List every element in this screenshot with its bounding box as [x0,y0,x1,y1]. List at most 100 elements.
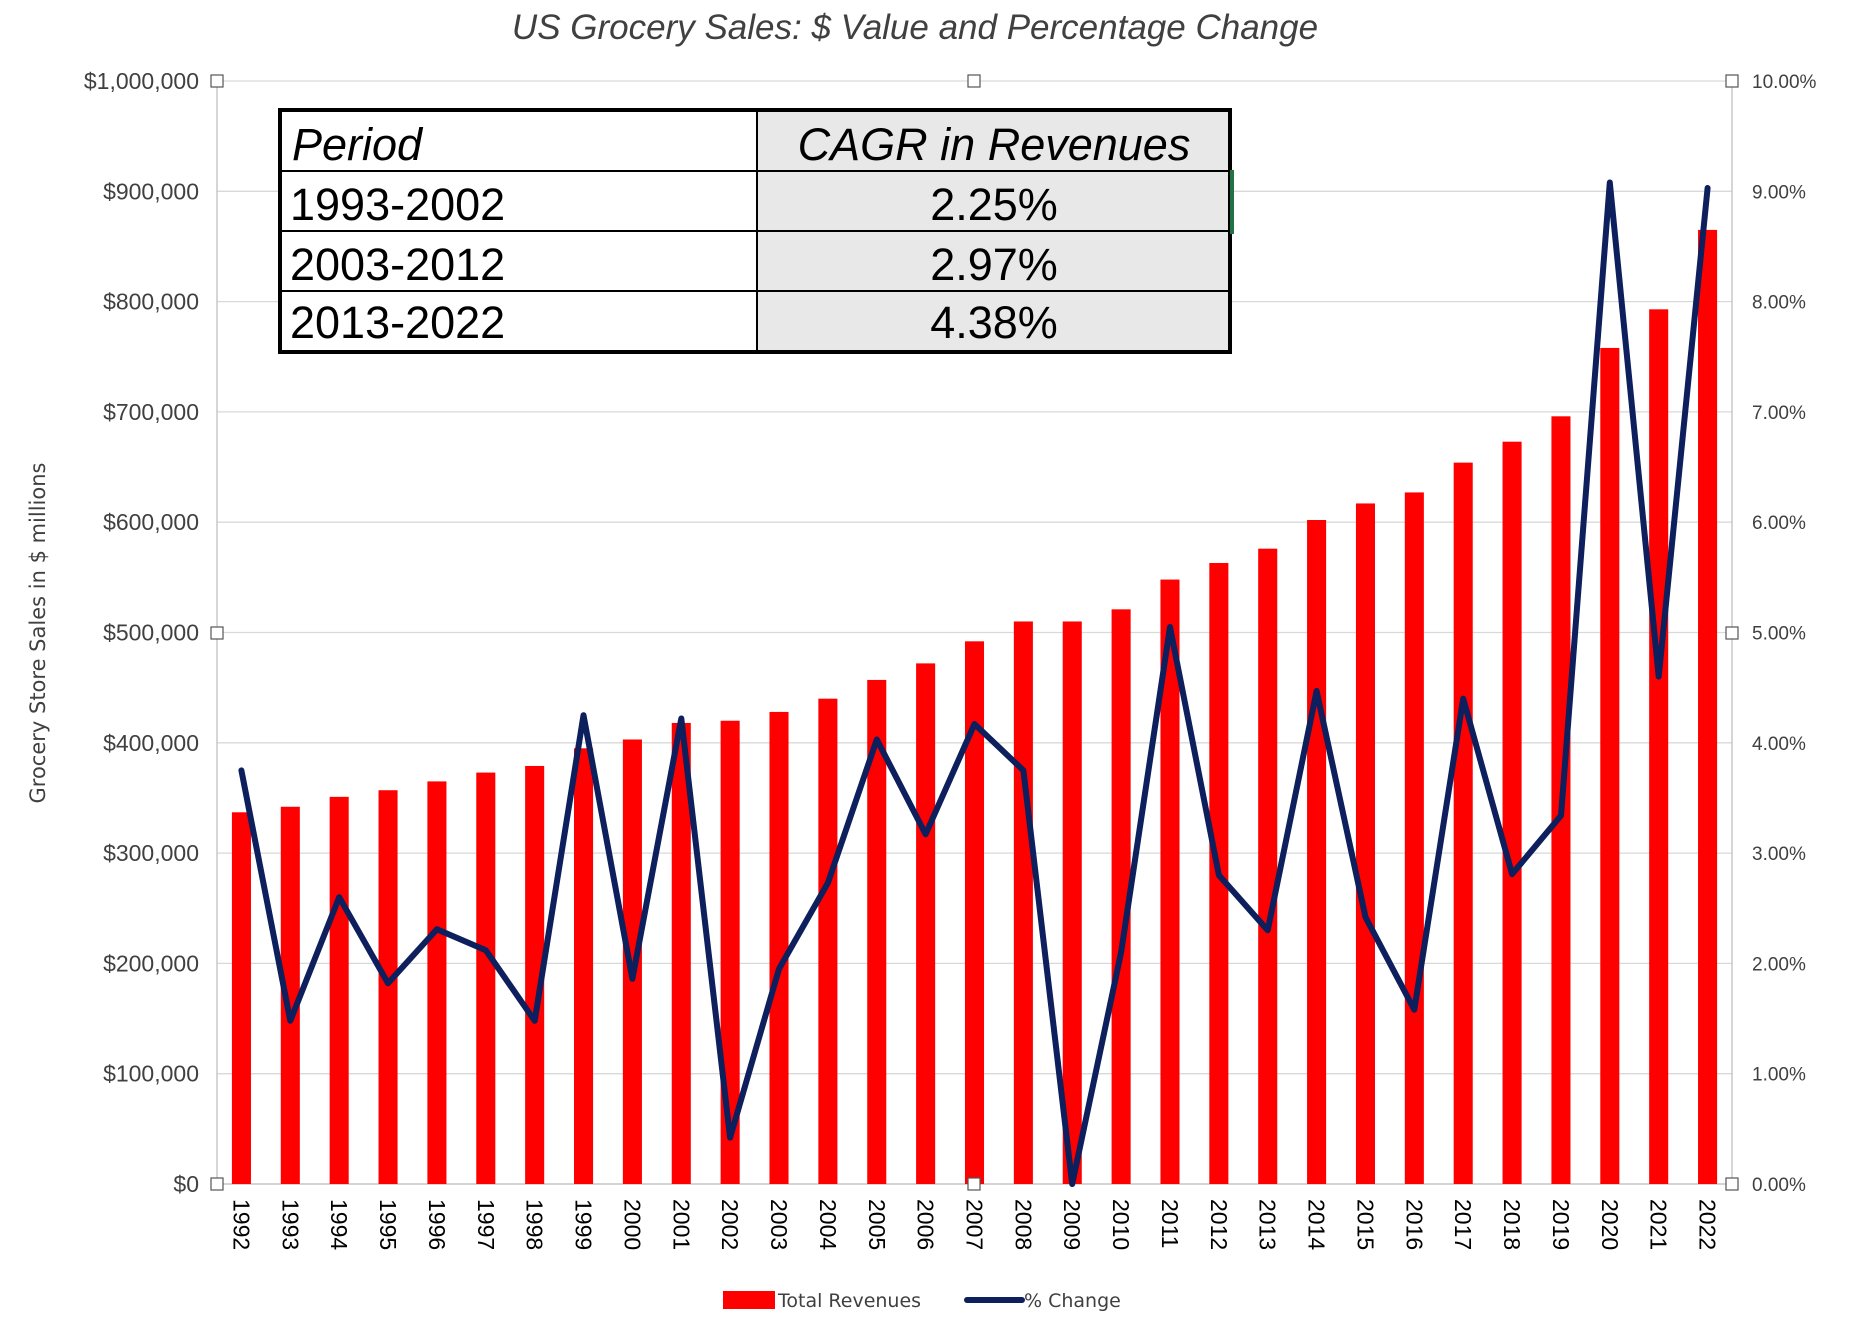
legend-label: Total Revenues [777,1290,921,1312]
y2-tick-label: 9.00% [1752,182,1806,203]
table-header-period: Period [292,119,424,170]
bar-series [231,229,1718,1185]
x-tick-label: 1995 [375,1199,401,1250]
x-tick-label: 2014 [1304,1199,1330,1250]
bar [280,806,300,1184]
handle-bottom-middle[interactable] [967,1177,981,1191]
y2-tick-label: 7.00% [1752,403,1806,424]
bar [916,663,936,1184]
x-tick-label: 2004 [815,1199,841,1250]
y-axis-label: Grocery Store Sales in $ millions [26,463,50,804]
y-tick-label: $900,000 [103,178,199,204]
table-row-period: 2003-2012 [290,239,505,290]
cagr-table: Period CAGR in Revenues 1993-2002 2.25% … [278,108,1234,354]
y-tick-label: $400,000 [103,730,199,756]
bar [671,722,691,1184]
y-tick-label: $700,000 [103,399,199,425]
bar [1404,492,1424,1184]
y-tick-label: $0 [173,1171,199,1197]
table-row-period: 2013-2022 [290,297,505,348]
handle-bottom-right[interactable] [1725,1177,1739,1191]
line-series [238,179,1711,1187]
x-tick-label: 2012 [1206,1199,1232,1250]
bar [1111,609,1131,1184]
bar [1160,579,1180,1184]
x-axis: 1992 1993 1994 1995 1996 1997 1998 1999 2000 2001… [228,1199,1720,1250]
x-tick-label: 2000 [619,1199,645,1250]
bar [525,765,545,1184]
x-tick-label: 2019 [1548,1199,1574,1250]
y2-tick-label: 8.00% [1752,293,1806,314]
x-tick-label: 1992 [228,1199,254,1250]
left-axis: $0 $100,000 $200,000 $300,000 $400,000 $500,0… [84,68,199,1197]
table-row-cagr: 4.38% [930,297,1058,348]
y2-tick-label: 2.00% [1752,954,1806,975]
chart-selection-handles[interactable] [210,74,1739,1191]
x-tick-label: 2009 [1059,1199,1085,1250]
bar [1258,548,1278,1184]
handle-middle-left[interactable] [210,626,224,640]
x-tick-label: 2021 [1646,1199,1672,1250]
handle-bottom-left[interactable] [210,1177,224,1191]
bar [769,711,789,1184]
y-tick-label: $1,000,000 [84,68,199,94]
x-tick-label: 2011 [1157,1199,1183,1248]
y-tick-label: $600,000 [103,509,199,535]
bar [964,641,985,1184]
x-tick-label: 2006 [913,1199,939,1250]
y2-tick-label: 0.00% [1752,1175,1806,1196]
bar [1698,229,1718,1184]
x-tick-label: 2008 [1010,1199,1036,1250]
legend-swatch-bar [723,1291,775,1309]
bar [574,748,594,1184]
x-tick-label: 1994 [326,1199,352,1250]
table-header-cagr: CAGR in Revenues [798,119,1191,170]
x-tick-label: 2020 [1597,1199,1623,1250]
y2-tick-label: 6.00% [1752,513,1806,534]
y2-tick-label: 1.00% [1752,1065,1806,1086]
legend: Total Revenues % Change [723,1290,1121,1312]
bar [1600,347,1620,1184]
y-tick-label: $500,000 [103,620,199,646]
bar [329,796,349,1184]
handle-middle-right[interactable] [1725,626,1739,640]
handle-top-middle[interactable] [967,74,981,88]
x-tick-label: 2018 [1499,1199,1525,1250]
table-row-period: 1993-2002 [290,179,505,230]
bar [1355,503,1375,1185]
y2-tick-label: 4.00% [1752,734,1806,755]
bar [1453,462,1473,1184]
x-tick-label: 1997 [473,1199,499,1250]
x-tick-label: 1993 [277,1199,303,1250]
bar [1502,441,1522,1184]
handle-top-left[interactable] [210,74,224,88]
x-tick-label: 2016 [1401,1199,1427,1250]
x-tick-label: 2017 [1450,1199,1476,1250]
y-tick-label: $200,000 [103,950,199,976]
y2-tick-label: 5.00% [1752,624,1806,645]
x-tick-label: 2001 [668,1199,694,1250]
x-tick-label: 2007 [962,1199,988,1250]
x-tick-label: 2022 [1695,1199,1721,1250]
x-tick-label: 2003 [766,1199,792,1250]
bar [378,790,398,1184]
y2-tick-label: 10.00% [1752,72,1817,93]
bar [1307,519,1327,1184]
y2-tick-label: 3.00% [1752,844,1806,865]
y-tick-label: $800,000 [103,289,199,315]
handle-top-right[interactable] [1725,74,1739,88]
bar [476,772,496,1184]
bar [1013,621,1033,1184]
right-axis: 0.00% 1.00% 2.00% 3.00% 4.00% 5.00% 6.00% 7.00%… [1752,72,1817,1196]
bar [1062,621,1082,1184]
y-tick-label: $100,000 [103,1061,199,1087]
bar [231,812,251,1184]
bar [427,781,447,1184]
legend-label: % Change [1024,1290,1121,1312]
series-line [238,179,1711,1187]
bar [622,739,642,1184]
x-tick-label: 1996 [424,1199,450,1250]
x-tick-label: 1998 [522,1199,548,1250]
table-row-cagr: 2.97% [930,239,1058,290]
